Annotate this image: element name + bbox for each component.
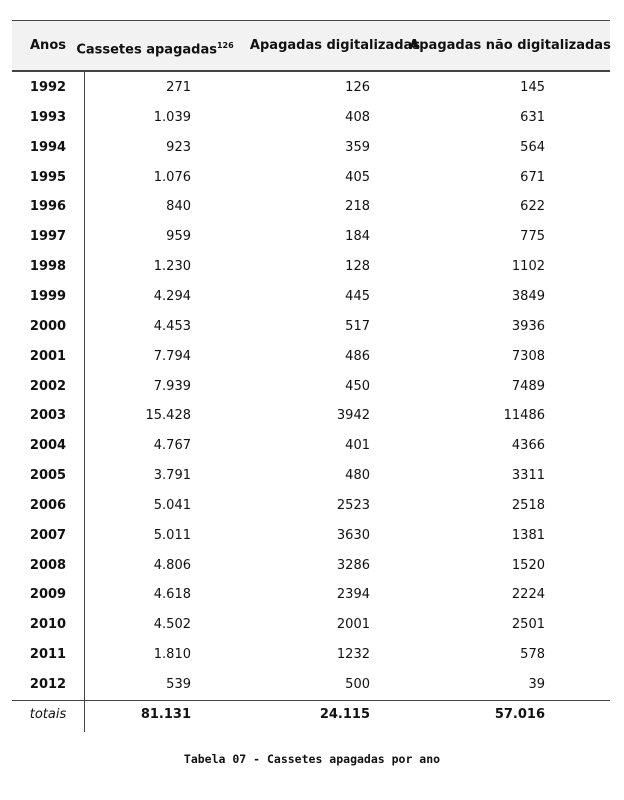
year-cell: 1993 (29, 109, 67, 125)
year-cell: 2003 (29, 408, 67, 424)
value-cell: 271 (166, 80, 191, 95)
year-cell: 1996 (29, 199, 67, 215)
header-cell: Cassetes apagadas126 (76, 41, 234, 58)
value-cell: 3286 (336, 557, 370, 573)
year-cell: 1994 (29, 139, 67, 155)
value-cell: 4.618 (153, 587, 191, 603)
value-cell: 11486 (503, 408, 545, 424)
year-cell: 1992 (29, 80, 67, 95)
value-cell: 775 (520, 229, 545, 245)
value-cell: 1520 (511, 557, 545, 573)
year-cell: 1997 (29, 229, 67, 245)
value-cell: 4.502 (153, 617, 191, 633)
year-cell: 2004 (29, 438, 67, 454)
value-cell: 39 (528, 677, 545, 692)
year-cell: 1998 (29, 259, 67, 275)
value-cell: 923 (166, 139, 191, 155)
year-cell: 2008 (29, 557, 67, 573)
year-cell: 2000 (29, 318, 67, 334)
year-cell: 2007 (29, 527, 67, 543)
column-rule (84, 72, 85, 732)
year-cell: 2012 (29, 677, 67, 692)
value-cell: 5.011 (153, 527, 191, 543)
value-cell: 145 (520, 80, 545, 95)
value-cell: 359 (345, 139, 370, 155)
year-cell: 2005 (29, 468, 67, 484)
year-cell: 2010 (29, 617, 67, 633)
year-cell: 1999 (29, 288, 67, 304)
value-cell: 671 (520, 169, 545, 185)
value-cell: 218 (345, 199, 370, 215)
value-cell: 450 (345, 378, 370, 394)
value-cell: 578 (520, 647, 545, 663)
value-cell: 408 (345, 109, 370, 125)
value-cell: 1.039 (153, 109, 191, 125)
value-cell: 4.806 (153, 557, 191, 573)
value-cell: 128 (345, 259, 370, 275)
value-cell: 539 (166, 677, 191, 692)
value-cell: 622 (520, 199, 545, 215)
value-cell: 564 (520, 139, 545, 155)
year-cell: 2002 (29, 378, 67, 394)
header-cell: Anos (30, 38, 66, 53)
value-cell: 4.767 (153, 438, 191, 454)
header-band (12, 20, 610, 72)
year-cell: 1995 (29, 169, 67, 185)
value-cell: 2224 (511, 587, 545, 603)
value-cell: 1.230 (153, 259, 191, 275)
total-cell: 81.131 (140, 707, 191, 722)
value-cell: 1102 (511, 259, 545, 275)
caption: Tabela 07 - Cassetes apagadas por ano (183, 752, 441, 766)
value-cell: 3311 (511, 468, 545, 484)
value-cell: 2001 (336, 617, 370, 633)
header-cell: Apagadas digitalizadas (249, 38, 421, 53)
totals-label: totais (29, 707, 67, 722)
value-cell: 4.453 (153, 318, 191, 334)
value-cell: 401 (345, 438, 370, 454)
value-cell: 2394 (336, 587, 370, 603)
value-cell: 405 (345, 169, 370, 185)
value-cell: 1232 (336, 647, 370, 663)
value-cell: 4366 (511, 438, 545, 454)
total-cell: 57.016 (494, 707, 545, 722)
value-cell: 4.294 (153, 288, 191, 304)
value-cell: 840 (166, 199, 191, 215)
value-cell: 7308 (511, 348, 545, 364)
year-cell: 2011 (29, 647, 67, 663)
value-cell: 3942 (336, 408, 370, 424)
totals-rule (12, 700, 610, 701)
value-cell: 126 (345, 80, 370, 95)
value-cell: 2523 (336, 497, 370, 513)
value-cell: 959 (166, 229, 191, 245)
value-cell: 500 (345, 677, 370, 692)
value-cell: 1.810 (153, 647, 191, 663)
year-cell: 2006 (29, 497, 67, 513)
value-cell: 1381 (511, 527, 545, 543)
value-cell: 631 (520, 109, 545, 125)
value-cell: 7.939 (153, 378, 191, 394)
footnote-ref: 126 (216, 41, 234, 50)
total-cell: 24.115 (319, 707, 370, 722)
value-cell: 7.794 (153, 348, 191, 364)
value-cell: 5.041 (153, 497, 191, 513)
value-cell: 480 (345, 468, 370, 484)
header-cell: Apagadas não digitalizadas (409, 38, 611, 53)
year-cell: 2001 (29, 348, 67, 364)
year-cell: 2009 (29, 587, 67, 603)
value-cell: 486 (345, 348, 370, 364)
value-cell: 3936 (511, 318, 545, 334)
value-cell: 7489 (511, 378, 545, 394)
value-cell: 3.791 (153, 468, 191, 484)
value-cell: 184 (345, 229, 370, 245)
value-cell: 2501 (511, 617, 545, 633)
value-cell: 15.428 (145, 408, 192, 424)
value-cell: 1.076 (153, 169, 191, 185)
value-cell: 445 (345, 288, 370, 304)
value-cell: 3849 (511, 288, 545, 304)
value-cell: 517 (345, 318, 370, 334)
value-cell: 3630 (336, 527, 370, 543)
value-cell: 2518 (511, 497, 545, 513)
